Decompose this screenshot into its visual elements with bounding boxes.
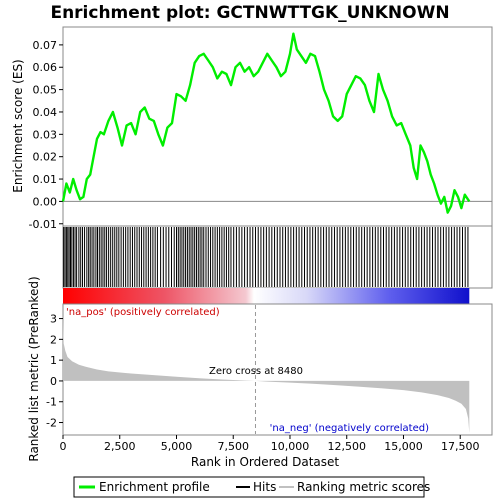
- x-tick-label: 12,500: [327, 440, 366, 453]
- legend: Enrichment profile Hits Ranking metric s…: [73, 476, 430, 498]
- x-tick-label: 7,500: [217, 440, 249, 453]
- legend-ranking-label: Ranking metric scores: [297, 480, 430, 494]
- x-axis-label: Rank in Ordered Dataset: [191, 455, 339, 469]
- hits-lines: [63, 227, 469, 287]
- es-y-tick-label: -0.01: [29, 218, 57, 231]
- es-y-tick-label: 0.01: [33, 173, 58, 186]
- es-y-tick-label: 0.04: [33, 106, 58, 119]
- es-y-tick-label: 0.02: [33, 151, 58, 164]
- rank-y-axis-label: Ranked list metric (PreRanked): [27, 276, 41, 461]
- es-y-tick-label: 0.00: [33, 195, 58, 208]
- rank-y-axis: -2 -1 0 1 2 3: [46, 313, 63, 430]
- legend-hits-label: Hits: [253, 480, 276, 494]
- positive-correlation-label: 'na_pos' (positively correlated): [66, 307, 220, 318]
- chart-title: Enrichment plot: GCTNWTTGK_UNKNOWN: [50, 3, 449, 23]
- zero-cross-text: Zero cross at 8480: [209, 366, 303, 377]
- es-panel: -0.01 0.00 0.01 0.02 0.03 0.04 0.05 0.06 0.07 En…: [11, 26, 493, 231]
- es-y-axis: -0.01 0.00 0.01 0.02 0.03 0.04 0.05 0.06 0.07: [29, 39, 63, 231]
- x-tick-label: 15,000: [384, 440, 423, 453]
- ranking-metric-area: [63, 316, 470, 433]
- x-tick-label: 5,000: [161, 440, 193, 453]
- x-axis: 0 2,500 5,000 7,500 10,000 12,500 15,000 17,500: [60, 435, 480, 453]
- rank-y-tick-label: 1: [50, 354, 57, 367]
- hits-panel: [62, 225, 493, 304]
- es-y-tick-label: 0.07: [33, 39, 58, 52]
- rank-y-tick-label: -1: [46, 396, 57, 409]
- x-tick-label: 2,500: [104, 440, 136, 453]
- es-y-tick-label: 0.05: [33, 84, 58, 97]
- legend-enrichment-label: Enrichment profile: [99, 480, 210, 494]
- es-plot-area: [62, 26, 493, 227]
- es-y-tick-label: 0.03: [33, 128, 58, 141]
- negative-correlation-label: 'na_neg' (negatively correlated): [270, 423, 429, 434]
- rank-plot-area: [62, 303, 493, 436]
- es-y-tick-label: 0.06: [33, 61, 58, 74]
- es-y-axis-label: Enrichment score (ES): [11, 59, 25, 192]
- x-tick-label: 17,500: [441, 440, 480, 453]
- rank-panel: -2 -1 0 1 2 3 'na_pos' (positively correlated…: [27, 276, 493, 462]
- rank-y-tick-label: 2: [50, 333, 57, 346]
- rank-y-tick-label: 3: [50, 313, 57, 326]
- rank-color-bar: [63, 288, 470, 304]
- rank-y-tick-label: -2: [46, 417, 57, 430]
- x-tick-label: 0: [60, 440, 67, 453]
- rank-y-tick-label: 0: [50, 375, 57, 388]
- enrichment-profile-line: [61, 32, 471, 214]
- x-tick-label: 10,000: [271, 440, 310, 453]
